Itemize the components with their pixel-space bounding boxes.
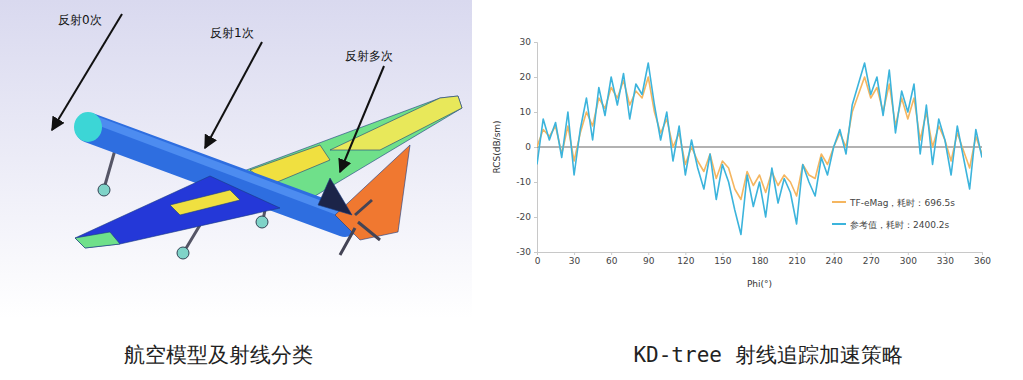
annotation: 反射1次 [210, 26, 254, 40]
tick-mark [574, 252, 575, 255]
tick-mark [760, 252, 761, 255]
annotation-arrow [52, 14, 122, 130]
tick-mark [611, 252, 612, 255]
tick-label: 210 [788, 256, 805, 266]
propeller [340, 200, 380, 255]
annotation: 反射多次 [345, 49, 393, 63]
tick-mark [982, 252, 983, 255]
tick-mark [534, 252, 537, 253]
tick-mark [534, 77, 537, 78]
tick-mark [722, 252, 723, 255]
tick-mark [537, 252, 538, 255]
tick-label: 20 [520, 72, 532, 82]
tick-mark [534, 147, 537, 148]
tick: 210 [788, 252, 805, 266]
y-axis-title: RCS(dB/sm) [492, 120, 502, 173]
tick-mark [534, 112, 537, 113]
tick: 30 [520, 37, 537, 47]
tick-label: -30 [516, 247, 531, 257]
tick: 0 [535, 252, 541, 266]
tick-mark [534, 217, 537, 218]
aircraft-model [74, 96, 462, 259]
tick-label: 60 [606, 256, 618, 266]
x-axis: 0 30 60 90 120 150 180 210 240 270 300 330 360 [535, 252, 992, 266]
tick-mark [834, 252, 835, 255]
legend-label: 参考值，耗时：2400.2s [850, 220, 949, 230]
tick-label: 270 [863, 256, 880, 266]
tick-label: 330 [937, 256, 954, 266]
legend-swatch [832, 201, 846, 203]
y-axis: -30 -20 -10 0 10 20 30 [516, 37, 537, 257]
tick: 20 [520, 72, 537, 82]
nose [74, 112, 102, 142]
tick-label: 90 [643, 256, 655, 266]
tail-dark [318, 178, 352, 215]
tick-label: -20 [516, 212, 531, 222]
panel-background [0, 0, 472, 318]
tick: 60 [606, 252, 618, 266]
chart: -30-20-100102030030609012015018021024027… [492, 37, 991, 289]
tick-label: 0 [535, 256, 541, 266]
tick: 10 [520, 107, 537, 117]
tick-mark [797, 252, 798, 255]
tick-label: 0 [525, 142, 531, 152]
wing-near-panel [170, 190, 240, 215]
annotation-arrow [340, 66, 384, 172]
legend-label: TF-eMag，耗时：696.5s [849, 198, 955, 208]
tick-mark [945, 252, 946, 255]
legend: TF-eMag，耗时：696.5s 参考值，耗时：2400.2s [826, 192, 978, 236]
tick: 0 [525, 142, 537, 152]
wing-far-tip [330, 96, 462, 150]
caption: 航空模型及射线分类 [124, 343, 313, 367]
tick-label: 10 [520, 107, 532, 117]
axis-line [534, 43, 538, 253]
tick-label: 30 [520, 37, 532, 47]
tick-mark [534, 182, 537, 183]
zero-line [537, 146, 982, 147]
tick-label: 150 [714, 256, 731, 266]
axis-line [538, 253, 983, 256]
tick: 150 [714, 252, 731, 266]
tick-mark [648, 252, 649, 255]
tick-mark [908, 252, 909, 255]
tick: 180 [751, 252, 768, 266]
legend-swatch [832, 223, 846, 225]
tick: 90 [643, 252, 655, 266]
tick: 330 [937, 252, 954, 266]
tick: 240 [826, 252, 843, 266]
tick-mark [534, 42, 537, 43]
annotation-arrow [205, 42, 262, 148]
tick-label: -10 [516, 177, 531, 187]
tick-mark [685, 252, 686, 255]
wing-near-tip [75, 232, 120, 248]
x-axis-title: Phi(°) [747, 279, 772, 289]
tick-label: 240 [826, 256, 843, 266]
canvas: 反射0次反射1次反射多次航空模型及射线分类-30-20-100102030030… [0, 0, 1023, 380]
tick-label: 180 [751, 256, 768, 266]
tick-label: 300 [900, 256, 917, 266]
tick: 360 [974, 252, 991, 266]
tick-label: 120 [677, 256, 694, 266]
wing-near [75, 176, 280, 248]
tick-label: 30 [569, 256, 581, 266]
wheel [177, 247, 189, 259]
wheel [256, 216, 268, 228]
tick-mark [871, 252, 872, 255]
tick: 30 [569, 252, 581, 266]
wheel [98, 184, 110, 196]
tick: -20 [516, 212, 537, 222]
legend-background [826, 192, 978, 236]
tick: 270 [863, 252, 880, 266]
tick-label: 360 [974, 256, 991, 266]
aircraft-panel: 反射0次反射1次反射多次 [0, 0, 472, 318]
tick: 300 [900, 252, 917, 266]
annotation: 反射0次 [58, 13, 102, 27]
caption: KD-tree 射线追踪加速策略 [633, 343, 902, 367]
tick: 120 [677, 252, 694, 266]
tick: -10 [516, 177, 537, 187]
